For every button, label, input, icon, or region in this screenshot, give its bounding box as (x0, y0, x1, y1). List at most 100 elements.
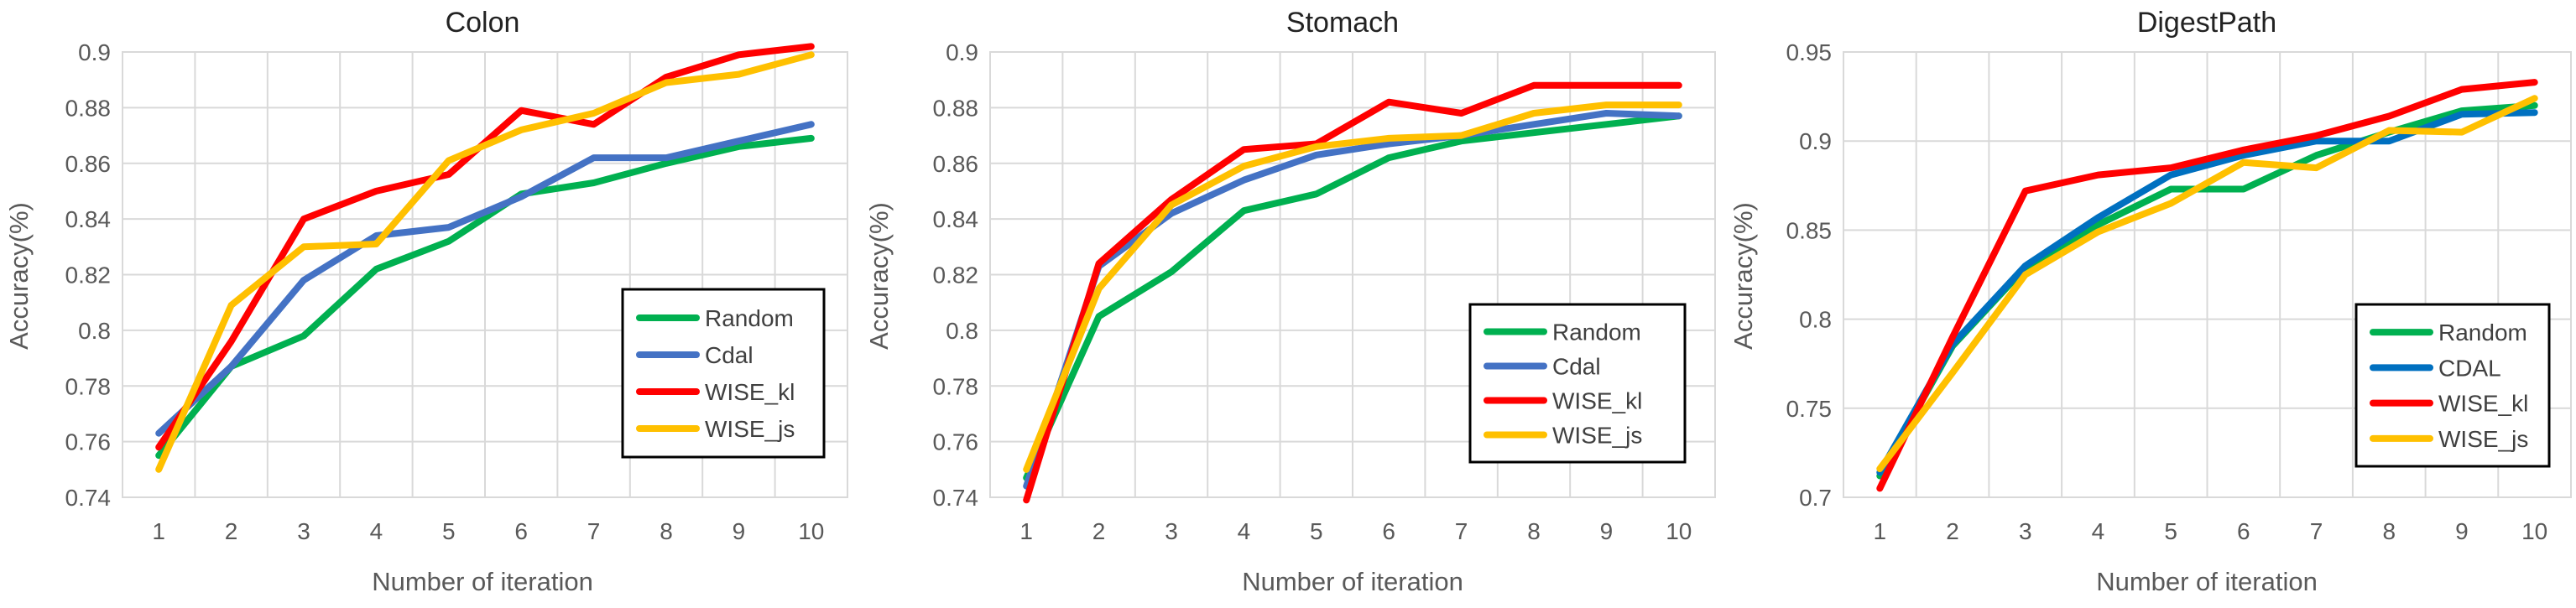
y-tick-label: 0.8 (78, 318, 111, 344)
legend-label-cdal: Cdal (705, 342, 754, 368)
x-tick-label: 2 (1946, 518, 1959, 544)
x-tick-label: 4 (370, 518, 383, 544)
chart-panel-digestpath: 0.7 0.75 0.8 0.85 0.9 0.95 1 2 3 4 5 6 7 8 9 10 DigestPa… (1729, 7, 2572, 596)
x-tick-label: 9 (1600, 518, 1614, 544)
data-point-random (1605, 123, 1607, 125)
data-point-cdal (738, 140, 739, 142)
series-line-wise-js (1876, 95, 2538, 472)
y-tick-label: 0.88 (65, 95, 112, 121)
chart-title: DigestPath (2137, 7, 2276, 39)
data-point-wise-js (520, 129, 522, 131)
x-tick-label: 2 (1092, 518, 1106, 544)
data-point-cdal (2097, 217, 2099, 219)
y-tick-label: 0.75 (1786, 396, 1833, 422)
x-tick-label: 6 (514, 518, 528, 544)
data-point-random (738, 146, 739, 148)
data-point-wise-js (738, 74, 739, 75)
legend-label-wise-js: WISE_js (1552, 423, 1642, 449)
data-point-cdal (1316, 154, 1317, 156)
data-point-wise-js (2316, 167, 2318, 169)
data-point-random (448, 241, 450, 242)
data-point-wise-js (375, 243, 377, 245)
y-tick-label: 0.88 (933, 95, 979, 121)
data-point-random (2097, 224, 2099, 226)
data-point-random (665, 163, 667, 164)
x-tick-label: 7 (587, 518, 601, 544)
series-line-wise-kl (1023, 81, 1682, 504)
x-tick-label: 10 (1666, 518, 1692, 544)
x-axis-label: Number of iteration (2096, 567, 2318, 596)
data-point-wise-js (2097, 231, 2099, 233)
data-point-wise-kl (2097, 174, 2099, 176)
data-point-random (1461, 140, 1463, 142)
data-point-wise-kl (665, 76, 667, 78)
legend-label-wise-kl: WISE_kl (2438, 391, 2528, 417)
x-tick-label: 7 (2310, 518, 2323, 544)
data-point-wise-js (1316, 146, 1317, 148)
y-tick-label: 0.85 (1786, 217, 1833, 243)
legend-label-cdal: CDAL (2438, 355, 2501, 381)
y-tick-label: 0.84 (65, 206, 112, 232)
data-point-wise-js (1605, 104, 1607, 106)
data-point-wise-kl (1025, 499, 1027, 501)
data-point-wise-js (1098, 288, 1100, 289)
data-point-wise-kl (375, 190, 377, 192)
y-tick-label: 0.7 (1799, 485, 1832, 511)
data-point-random (1316, 193, 1317, 195)
series-line-cdal (1023, 110, 1682, 490)
x-tick-label: 4 (1238, 518, 1251, 544)
y-tick-label: 0.76 (933, 429, 979, 455)
data-point-cdal (231, 366, 232, 367)
data-point-random (2316, 154, 2318, 156)
legend: Random CDAL WISE_kl WISE_js (2354, 303, 2551, 468)
data-point-wise-kl (593, 123, 595, 125)
x-tick-label: 10 (798, 518, 824, 544)
data-point-wise-js (1678, 104, 1680, 106)
data-point-random (1171, 271, 1172, 273)
x-tick-label: 3 (1165, 518, 1178, 544)
series-line-random (155, 134, 815, 460)
legend-label-wise-js: WISE_js (705, 416, 795, 442)
data-point-wise-kl (2316, 135, 2318, 137)
data-point-wise-kl (1678, 85, 1680, 86)
data-point-wise-kl (448, 174, 450, 175)
data-point-random (1098, 315, 1100, 317)
y-tick-label: 0.8 (1799, 307, 1832, 333)
chart-panel-stomach: 0.74 0.76 0.78 0.8 0.82 0.84 0.86 0.88 0.9 1 2 3 4 5 6… (864, 7, 1716, 596)
data-point-cdal (1678, 115, 1680, 117)
legend-label-random: Random (1552, 320, 1641, 346)
data-point-random (2534, 105, 2536, 107)
data-point-wise-kl (1605, 85, 1607, 86)
data-point-wise-kl (1388, 101, 1390, 103)
y-tick-label: 0.84 (933, 206, 979, 232)
data-point-cdal (1533, 123, 1535, 125)
data-point-wise-js (2461, 132, 2463, 133)
x-tick-label: 9 (2455, 518, 2469, 544)
x-axis-label: Number of iteration (1242, 567, 1463, 596)
legend-label-wise-kl: WISE_kl (1552, 388, 1642, 414)
data-point-wise-kl (2388, 115, 2390, 117)
data-point-cdal (2534, 112, 2536, 113)
x-tick-label: 6 (2237, 518, 2250, 544)
x-tick-label: 5 (442, 518, 456, 544)
plot-area (989, 51, 1716, 498)
x-tick-label: 5 (1310, 518, 1323, 544)
y-tick-label: 0.9 (1799, 128, 1832, 154)
legend: Random Cdal WISE_kl WISE_js (1468, 303, 1687, 464)
x-tick-label: 8 (660, 518, 673, 544)
y-tick-label: 0.8 (946, 318, 978, 344)
y-tick-label: 0.9 (946, 39, 978, 65)
x-tick-label: 6 (1382, 518, 1395, 544)
series-line-cdal (1876, 109, 2538, 476)
x-tick-label: 1 (1019, 518, 1033, 544)
x-tick-label: 7 (1455, 518, 1468, 544)
data-point-cdal (303, 279, 305, 281)
series-line-wise-kl (1876, 79, 2538, 492)
x-tick-label: 8 (1527, 518, 1541, 544)
y-tick-label: 0.74 (933, 485, 979, 511)
legend-label-random: Random (705, 305, 794, 331)
data-point-wise-js (1533, 112, 1535, 114)
data-point-wise-kl (2025, 190, 2026, 192)
x-tick-label: 5 (2164, 518, 2177, 544)
